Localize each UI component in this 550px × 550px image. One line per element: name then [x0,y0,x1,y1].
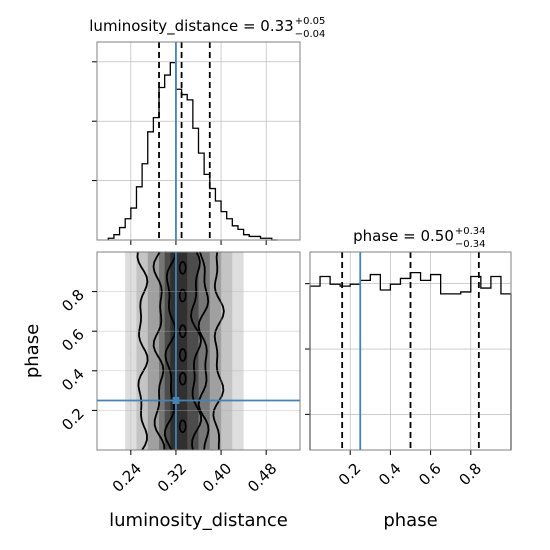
title-subscript: −0.34 [455,239,486,250]
contour-line-3 [190,251,203,451]
histogram-step [309,271,512,450]
axis-labels: luminosity_distance phase phase [22,324,438,531]
contour-blob-5 [178,419,187,434]
x-tick-label-0: 0.24 [109,460,145,496]
joint-density-panel: 0.24 0.32 0.40 0.48 0.2 0.4 0.6 0.8 [58,250,301,496]
panel-frame [96,251,301,451]
contour-blob-1 [178,288,187,303]
x-axis-label-luminosity-distance: luminosity_distance [109,510,288,531]
x-tick-label-3: 0.48 [244,460,280,496]
x-tick-label-1: 0.4 [375,460,405,490]
y-tick-label-1: 0.4 [58,365,88,395]
contour-line-2 [163,251,177,451]
contour-blob-3 [178,348,187,362]
title-subscript: −0.04 [295,29,326,40]
contour-line-4 [197,251,210,451]
x-tick-label-2: 0.6 [415,460,445,490]
x-tick-label-0: 0.2 [335,460,365,490]
contour-line-5 [212,251,225,450]
contour-blob-4 [178,371,187,386]
contour-line-0 [136,251,149,451]
panel-title: phase = 0.50 [353,227,454,245]
phase-histogram-panel: phase = 0.50 +0.34 −0.34 0.2 0.4 0.6 0.8 [305,226,512,490]
x-tick-label-1: 0.32 [154,460,190,496]
y-tick-label-3: 0.8 [58,286,88,316]
truth-marker [172,397,180,404]
panel-frame [309,251,512,451]
title-superscript: +0.05 [295,16,326,27]
contour-blob-0 [178,261,187,275]
panel-frame [96,41,301,241]
luminosity-distance-histogram-panel: luminosity_distance = 0.33 +0.05 −0.04 [89,16,325,245]
y-tick-label-2: 0.6 [58,325,88,355]
x-tick-label-2: 0.40 [199,460,235,496]
title-superscript: +0.34 [455,226,486,237]
y-axis-label-phase: phase [22,324,43,378]
histogram-step [107,61,278,241]
x-axis-label-phase: phase [383,510,437,531]
x-tick-label-3: 0.8 [455,460,485,490]
panel-title: luminosity_distance = 0.33 [89,17,293,36]
y-tick-label-0: 0.2 [58,405,88,435]
contour-line-1 [152,251,166,451]
